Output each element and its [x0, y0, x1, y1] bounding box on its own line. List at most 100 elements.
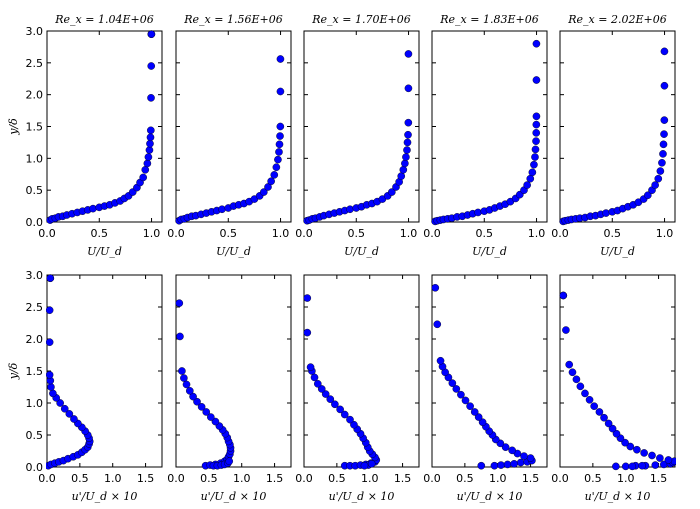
x-tick-label: 0.5: [604, 227, 622, 240]
data-point: [644, 191, 652, 200]
x-tick-label: 0.0: [167, 227, 185, 240]
panel-u-5: 0.0 0.5 1.0 Re_x = 2.02E+06 U/U_d: [551, 13, 676, 258]
data-point: [568, 368, 577, 377]
data-point: [367, 459, 376, 468]
data-point: [532, 129, 541, 137]
data-point: [346, 415, 354, 424]
data-point: [276, 132, 284, 140]
data-point: [360, 461, 369, 470]
data-point: [276, 55, 285, 63]
panel-title: Re_x = 1.83E+06: [439, 13, 538, 26]
data-point: [388, 188, 396, 196]
data-point: [197, 403, 206, 411]
y-axis-label: y/δ: [7, 362, 20, 380]
data-point: [559, 291, 568, 300]
data-point: [585, 395, 594, 404]
data-point: [313, 379, 322, 388]
data-point: [46, 338, 54, 346]
x-tick-label: 1.5: [650, 472, 668, 485]
data-point: [189, 392, 197, 401]
data-point: [404, 130, 412, 139]
x-axis-label: u'/U_d × 10: [201, 490, 267, 503]
x-axis-label: U/U_d: [344, 245, 379, 258]
data-point: [532, 76, 541, 84]
data-point: [176, 332, 184, 341]
y-tick-label: 0.5: [26, 184, 44, 197]
x-axis-label: u'/U_d × 10: [72, 490, 138, 503]
data-point: [147, 126, 155, 135]
data-point: [340, 410, 349, 419]
data-point: [326, 395, 335, 403]
data-point: [526, 174, 535, 183]
data-point: [207, 413, 215, 421]
data-point: [143, 159, 152, 168]
data-point: [621, 438, 629, 447]
data-point: [497, 461, 505, 469]
data-point: [526, 454, 535, 462]
x-axis-label: u'/U_d × 10: [585, 490, 651, 503]
data-point: [474, 208, 482, 217]
data-point: [145, 146, 154, 154]
data-point: [651, 461, 660, 469]
x-tick-label: 0.0: [423, 472, 441, 485]
data-point: [516, 458, 525, 467]
data-point: [144, 153, 153, 161]
data-point: [595, 408, 604, 416]
data-point: [528, 168, 537, 177]
data-point: [659, 140, 668, 149]
panel-u-1: 0.0 0.5 1.0 0.0 0.5 1.0 1.5 2.0 2.5 3.0 Re_x = 1.0…: [7, 13, 163, 258]
data-point: [404, 50, 413, 58]
data-point: [660, 116, 669, 124]
x-axis-label: U/U_d: [472, 245, 507, 258]
panel-u-3: 0.0 0.5 1.0 Re_x = 1.70E+06 U/U_d: [295, 13, 420, 258]
x-axis-label: u'/U_d × 10: [329, 490, 395, 503]
data-point: [532, 120, 541, 129]
data-point: [590, 402, 598, 411]
panel-up-1: 0.0 0.5 1.0 1.5 0.0 0.5 1.0 1.5 2.0 2.5 3.0 u'/U_d …: [7, 269, 163, 503]
panel-title: Re_x = 1.56E+06: [183, 13, 282, 26]
data-point: [576, 382, 585, 391]
data-point: [461, 396, 470, 405]
panel-up-3: 0.0 0.5 1.0 1.5 u'/U_d × 10: [295, 274, 420, 503]
data-point: [520, 452, 528, 460]
data-point: [612, 429, 621, 438]
y-axis-label: y/δ: [7, 118, 20, 136]
data-point: [510, 459, 518, 468]
data-point: [581, 389, 589, 398]
data-point: [47, 383, 55, 391]
data-point: [403, 138, 412, 147]
x-tick-label: 1.5: [266, 472, 284, 485]
data-point: [531, 145, 540, 154]
data-point: [346, 205, 354, 214]
data-point: [474, 413, 483, 421]
data-point: [604, 419, 613, 428]
data-point: [317, 385, 326, 393]
x-tick-label: 1.0: [272, 227, 290, 240]
x-tick-label: 1.0: [489, 472, 507, 485]
x-tick-label: 1.5: [394, 472, 412, 485]
y-tick-label: 2.5: [26, 301, 44, 314]
data-point: [139, 173, 147, 182]
data-point: [608, 424, 617, 433]
data-point: [399, 165, 408, 174]
data-point: [404, 118, 413, 127]
x-tick-label: 1.0: [400, 227, 418, 240]
y-tick-label: 1.0: [26, 152, 44, 165]
axes-frame: [46, 274, 163, 468]
data-point: [490, 461, 499, 470]
data-point: [523, 181, 531, 189]
x-tick-label: 0.0: [423, 227, 441, 240]
data-point: [638, 461, 646, 470]
data-point: [397, 172, 406, 180]
x-tick-label: 1.0: [656, 227, 674, 240]
data-point: [628, 462, 637, 471]
panel-up-5: 0.0 0.5 1.0 1.5 u'/U_d × 10: [551, 274, 676, 503]
axes-frame: [175, 274, 292, 468]
data-point: [401, 159, 409, 168]
data-point: [664, 456, 673, 464]
data-point: [146, 139, 154, 148]
x-tick-label: 0.0: [38, 472, 56, 485]
data-point: [660, 81, 669, 90]
data-point: [146, 133, 155, 142]
